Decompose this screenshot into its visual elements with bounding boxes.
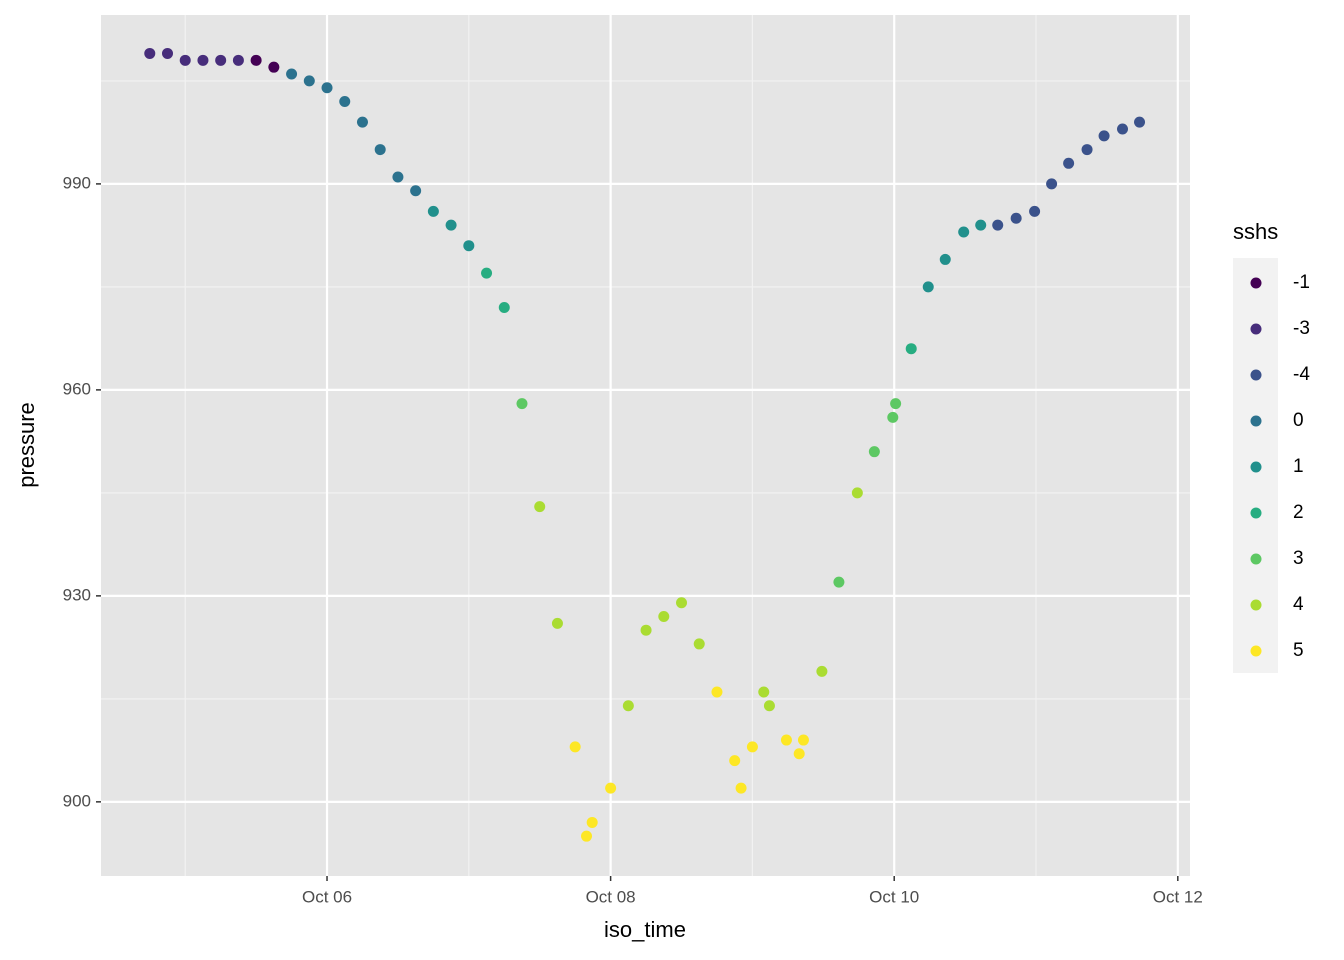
point: [622, 700, 634, 712]
point: [498, 301, 510, 313]
point: [939, 253, 951, 265]
point: [268, 61, 280, 73]
point: [992, 219, 1004, 231]
point: [463, 240, 475, 252]
point: [144, 47, 156, 59]
legend-label: 0: [1293, 410, 1304, 431]
legend-key: [1250, 599, 1262, 611]
legend-label: -3: [1293, 318, 1310, 339]
x-tick-label: Oct 12: [1153, 887, 1203, 906]
point: [427, 205, 439, 217]
legend-label: 4: [1293, 594, 1304, 615]
x-tick-label: Oct 08: [586, 887, 636, 906]
point: [516, 398, 528, 410]
point: [445, 219, 457, 231]
point: [1010, 212, 1022, 224]
y-tick-label: 900: [63, 791, 91, 810]
point: [286, 68, 298, 80]
point: [481, 267, 493, 279]
point: [922, 281, 934, 293]
point: [758, 686, 770, 698]
point: [793, 748, 805, 760]
point: [887, 411, 899, 423]
point: [1029, 205, 1041, 217]
point: [1098, 130, 1110, 142]
x-axis-title: iso_time: [604, 917, 686, 942]
point: [797, 734, 809, 746]
legend-key: [1250, 277, 1262, 289]
point: [1063, 157, 1075, 169]
point: [1134, 116, 1146, 128]
point: [729, 755, 741, 767]
y-tick-label: 930: [63, 585, 91, 604]
legend-key: [1250, 507, 1262, 519]
point: [232, 54, 244, 66]
point: [321, 82, 333, 94]
point: [569, 741, 581, 753]
point: [833, 576, 845, 588]
legend-label: 5: [1293, 640, 1304, 661]
point: [975, 219, 987, 231]
legend-title: sshs: [1233, 219, 1278, 244]
point: [640, 624, 652, 636]
y-tick-label: 960: [63, 379, 91, 398]
legend-key: [1250, 645, 1262, 657]
legend-key: [1250, 553, 1262, 565]
point: [1046, 178, 1058, 190]
point: [851, 487, 863, 499]
legend-key: [1250, 369, 1262, 381]
legend-label: -1: [1293, 272, 1310, 293]
point: [215, 54, 227, 66]
legend-key: [1250, 323, 1262, 335]
panel: [101, 15, 1190, 876]
point: [410, 185, 422, 197]
legend-label: -4: [1293, 364, 1310, 385]
point: [1117, 123, 1129, 135]
x-tick-label: Oct 06: [302, 887, 352, 906]
point: [868, 446, 880, 458]
point: [179, 54, 191, 66]
point: [586, 816, 598, 828]
point: [658, 610, 670, 622]
legend-key: [1250, 415, 1262, 427]
point: [534, 501, 546, 513]
point: [250, 54, 262, 66]
point: [339, 96, 351, 108]
point: [905, 343, 917, 355]
legend-label: 3: [1293, 548, 1304, 569]
point: [958, 226, 970, 238]
point: [1081, 144, 1093, 156]
point: [735, 782, 747, 794]
point: [162, 47, 174, 59]
point: [605, 782, 617, 794]
point: [356, 116, 368, 128]
point: [581, 830, 593, 842]
legend-label: 1: [1293, 456, 1304, 477]
legend-label: 2: [1293, 502, 1304, 523]
point: [693, 638, 705, 650]
point: [763, 700, 775, 712]
legend-key: [1250, 461, 1262, 473]
point: [780, 734, 792, 746]
point: [303, 75, 315, 87]
y-axis-title: pressure: [14, 402, 39, 488]
point: [890, 398, 902, 410]
y-tick-label: 990: [63, 173, 91, 192]
point: [816, 665, 828, 677]
x-tick-label: Oct 10: [869, 887, 919, 906]
point: [676, 597, 688, 609]
point: [746, 741, 758, 753]
point: [392, 171, 404, 183]
point: [197, 54, 209, 66]
point: [711, 686, 723, 698]
point: [551, 617, 563, 629]
point: [374, 144, 386, 156]
